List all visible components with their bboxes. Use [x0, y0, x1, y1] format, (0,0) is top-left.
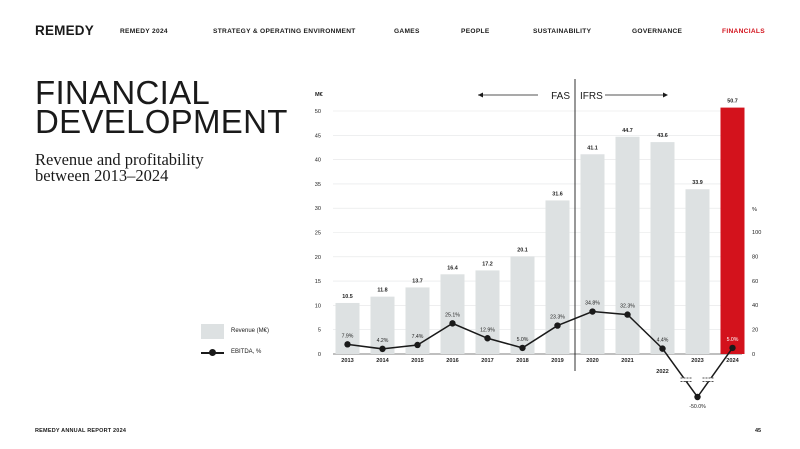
x-tick-label: 2023 — [691, 358, 703, 364]
revenue-data-label: 16.4 — [447, 265, 458, 271]
ifrs-arrow-head — [663, 92, 668, 98]
revenue-bar — [720, 107, 745, 355]
nav-item-people[interactable]: PEOPLE — [461, 28, 490, 35]
ebitda-point — [589, 308, 596, 315]
y-tick-label: 50 — [315, 109, 321, 115]
ebitda-point — [659, 345, 666, 352]
x-tick-label: 2019 — [551, 358, 563, 364]
ebitda-data-label: -50.0% — [689, 404, 706, 410]
revenue-data-label: 10.5 — [342, 294, 353, 300]
ebitda-point — [519, 344, 526, 352]
ebitda-point — [379, 345, 386, 353]
fas-label: FAS — [551, 91, 570, 102]
y-tick-label: 35 — [315, 182, 321, 188]
x-tick-label: 2016 — [446, 358, 458, 364]
x-tick-label: 2024 — [726, 358, 739, 364]
y-tick-label: 45 — [315, 133, 321, 139]
ifrs-label: IFRS — [580, 91, 603, 102]
nav-item-sustainability[interactable]: SUSTAINABILITY — [533, 28, 592, 35]
ebitda-point — [554, 322, 561, 329]
ebitda-point — [729, 344, 736, 352]
ebitda-data-label: 12.9% — [480, 327, 495, 333]
nav-item-remedy-2024[interactable]: REMEDY 2024 — [120, 28, 168, 35]
x-tick-label: 2020 — [586, 358, 598, 364]
y-tick-label: 0 — [318, 352, 321, 358]
ebitda-point — [694, 393, 701, 401]
page-title: FINANCIAL DEVELOPMENT — [35, 74, 288, 140]
y2-tick-label: 60 — [752, 279, 758, 285]
revenue-data-label: 31.6 — [552, 191, 563, 197]
y2-tick-label: 100 — [752, 230, 761, 236]
x-tick-label: 2015 — [411, 358, 423, 364]
revenue-bar — [510, 256, 535, 354]
ebitda-data-label: 5.0% — [517, 337, 529, 343]
x-tick-label: 2021 — [621, 358, 633, 364]
ebitda-data-label: 7.4% — [412, 334, 424, 340]
y-tick-label: 40 — [315, 158, 321, 164]
revenue-bar — [580, 154, 605, 354]
ebitda-data-label: 7.9% — [342, 333, 354, 339]
fas-arrow-head — [478, 92, 483, 98]
footer-report-title: REMEDY ANNUAL REPORT 2024 — [35, 428, 127, 434]
ebitda-line — [347, 310, 734, 399]
legend-ebitda-label: EBITDA, % — [231, 349, 262, 355]
y2-tick-label: 40 — [752, 303, 758, 309]
revenue-data-label: 13.7 — [412, 278, 423, 284]
nav-item-games[interactable]: GAMES — [394, 28, 420, 35]
revenue-data-label: 43.6 — [657, 133, 668, 139]
revenue-data-label: 11.8 — [377, 288, 387, 294]
revenue-bar — [650, 142, 675, 354]
x-tick-label: 2017 — [481, 358, 493, 364]
top-navigation: REMEDY REMEDY 2024 STRATEGY & OPERATING … — [0, 0, 800, 44]
ebitda-data-label: 25.1% — [445, 312, 460, 318]
x-tick-label: 2013 — [341, 358, 353, 364]
y2-tick-label: 20 — [752, 328, 758, 334]
y-tick-label: 30 — [315, 206, 321, 212]
ebitda-data-label: 4.2% — [377, 338, 389, 344]
ebitda-point — [344, 341, 351, 348]
revenue-data-label: 44.7 — [622, 128, 633, 134]
ebitda-data-label: 4.4% — [657, 338, 669, 344]
revenue-data-label: 17.2 — [482, 261, 493, 267]
ebitda-data-label: 32.3% — [620, 304, 635, 310]
y-tick-label: 10 — [315, 303, 321, 309]
x-tick-label: 2022 — [656, 369, 668, 375]
y2-axis-unit: % — [752, 207, 757, 213]
page-number: 45 — [755, 428, 762, 434]
page-subtitle: Revenue and profitability between 2013–2… — [35, 150, 204, 185]
legend-revenue-swatch — [201, 324, 224, 339]
revenue-bar — [615, 136, 640, 354]
nav-item-governance[interactable]: GOVERNANCE — [632, 28, 683, 35]
remedy-logo[interactable]: REMEDY — [35, 23, 94, 38]
y-axis-unit: M€ — [315, 92, 324, 98]
revenue-bar — [440, 274, 465, 354]
ebitda-point — [624, 311, 631, 318]
nav-item-financials[interactable]: FINANCIALS — [722, 28, 765, 35]
ebitda-point — [449, 320, 456, 327]
x-tick-label: 2018 — [516, 358, 528, 364]
y-tick-label: 5 — [318, 328, 321, 334]
revenue-data-label: 41.1 — [587, 145, 598, 151]
legend-revenue-label: Revenue (M€) — [231, 328, 270, 334]
y2-tick-label: 80 — [752, 254, 758, 260]
y-tick-label: 20 — [315, 255, 321, 261]
revenue-bar — [370, 296, 395, 354]
ebitda-point — [484, 335, 491, 342]
legend-ebitda-marker — [209, 349, 216, 356]
ebitda-data-label: 34.8% — [585, 301, 600, 307]
revenue-data-label: 33.9 — [692, 180, 703, 186]
ebitda-data-label: 5.0% — [727, 337, 739, 343]
y-tick-label: 15 — [315, 279, 321, 285]
revenue-data-label: 20.1 — [517, 247, 528, 253]
nav-item-strategy[interactable]: STRATEGY & OPERATING ENVIRONMENT — [213, 28, 356, 35]
revenue-data-label: 50.7 — [727, 99, 738, 105]
x-tick-label: 2014 — [376, 358, 389, 364]
y2-tick-label: 0 — [752, 352, 755, 358]
revenue-bar — [685, 189, 710, 354]
ebitda-point — [414, 341, 421, 349]
ebitda-data-label: 23.3% — [550, 315, 565, 321]
y-tick-label: 25 — [315, 231, 321, 237]
